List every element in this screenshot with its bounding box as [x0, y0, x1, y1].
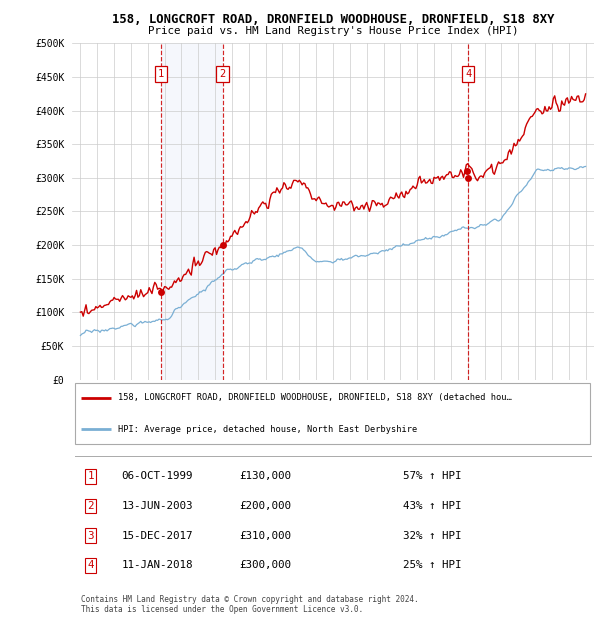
Text: 4: 4: [465, 69, 472, 79]
FancyBboxPatch shape: [74, 383, 590, 444]
Text: £130,000: £130,000: [239, 471, 291, 481]
Text: 06-OCT-1999: 06-OCT-1999: [122, 471, 193, 481]
Text: 32% ↑ HPI: 32% ↑ HPI: [403, 531, 462, 541]
Text: 15-DEC-2017: 15-DEC-2017: [122, 531, 193, 541]
Text: 1: 1: [88, 471, 94, 481]
Text: £310,000: £310,000: [239, 531, 291, 541]
Text: 4: 4: [88, 560, 94, 570]
Text: £300,000: £300,000: [239, 560, 291, 570]
Bar: [161, 43, 223, 379]
Text: 158, LONGCROFT ROAD, DRONFIELD WOODHOUSE, DRONFIELD, S18 8XY: 158, LONGCROFT ROAD, DRONFIELD WOODHOUSE…: [112, 13, 554, 26]
Text: 2: 2: [220, 69, 226, 79]
Text: 13-JUN-2003: 13-JUN-2003: [122, 501, 193, 511]
Text: 25% ↑ HPI: 25% ↑ HPI: [403, 560, 462, 570]
Text: £200,000: £200,000: [239, 501, 291, 511]
Text: 3: 3: [88, 531, 94, 541]
Text: 2: 2: [88, 501, 94, 511]
Text: Price paid vs. HM Land Registry's House Price Index (HPI): Price paid vs. HM Land Registry's House …: [148, 26, 518, 36]
Text: 1: 1: [157, 69, 164, 79]
Text: 57% ↑ HPI: 57% ↑ HPI: [403, 471, 462, 481]
Text: Contains HM Land Registry data © Crown copyright and database right 2024.
This d: Contains HM Land Registry data © Crown c…: [82, 595, 419, 614]
Text: HPI: Average price, detached house, North East Derbyshire: HPI: Average price, detached house, Nort…: [118, 425, 417, 433]
Text: 43% ↑ HPI: 43% ↑ HPI: [403, 501, 462, 511]
Text: 11-JAN-2018: 11-JAN-2018: [122, 560, 193, 570]
Text: 158, LONGCROFT ROAD, DRONFIELD WOODHOUSE, DRONFIELD, S18 8XY (detached hou…: 158, LONGCROFT ROAD, DRONFIELD WOODHOUSE…: [118, 393, 512, 402]
